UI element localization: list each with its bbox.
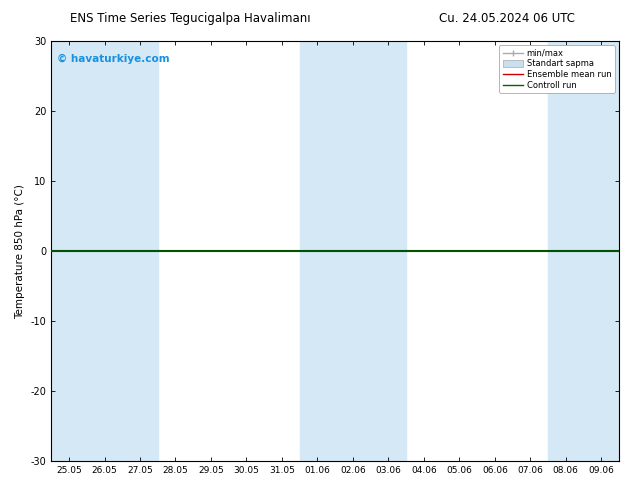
Bar (335, 41, 406, 461)
Text: Cu. 24.05.2024 06 UTC: Cu. 24.05.2024 06 UTC (439, 12, 575, 25)
Legend: min/max, Standart sapma, Ensemble mean run, Controll run: min/max, Standart sapma, Ensemble mean r… (499, 45, 615, 93)
Y-axis label: Temperature 850 hPa (°C): Temperature 850 hPa (°C) (15, 184, 25, 318)
Text: © havaturkiye.com: © havaturkiye.com (57, 53, 169, 64)
Bar (548, 41, 619, 461)
Bar (300, 41, 371, 461)
Text: ENS Time Series Tegucigalpa Havalimanı: ENS Time Series Tegucigalpa Havalimanı (70, 12, 311, 25)
Bar (51, 41, 122, 461)
Bar (87, 41, 158, 461)
